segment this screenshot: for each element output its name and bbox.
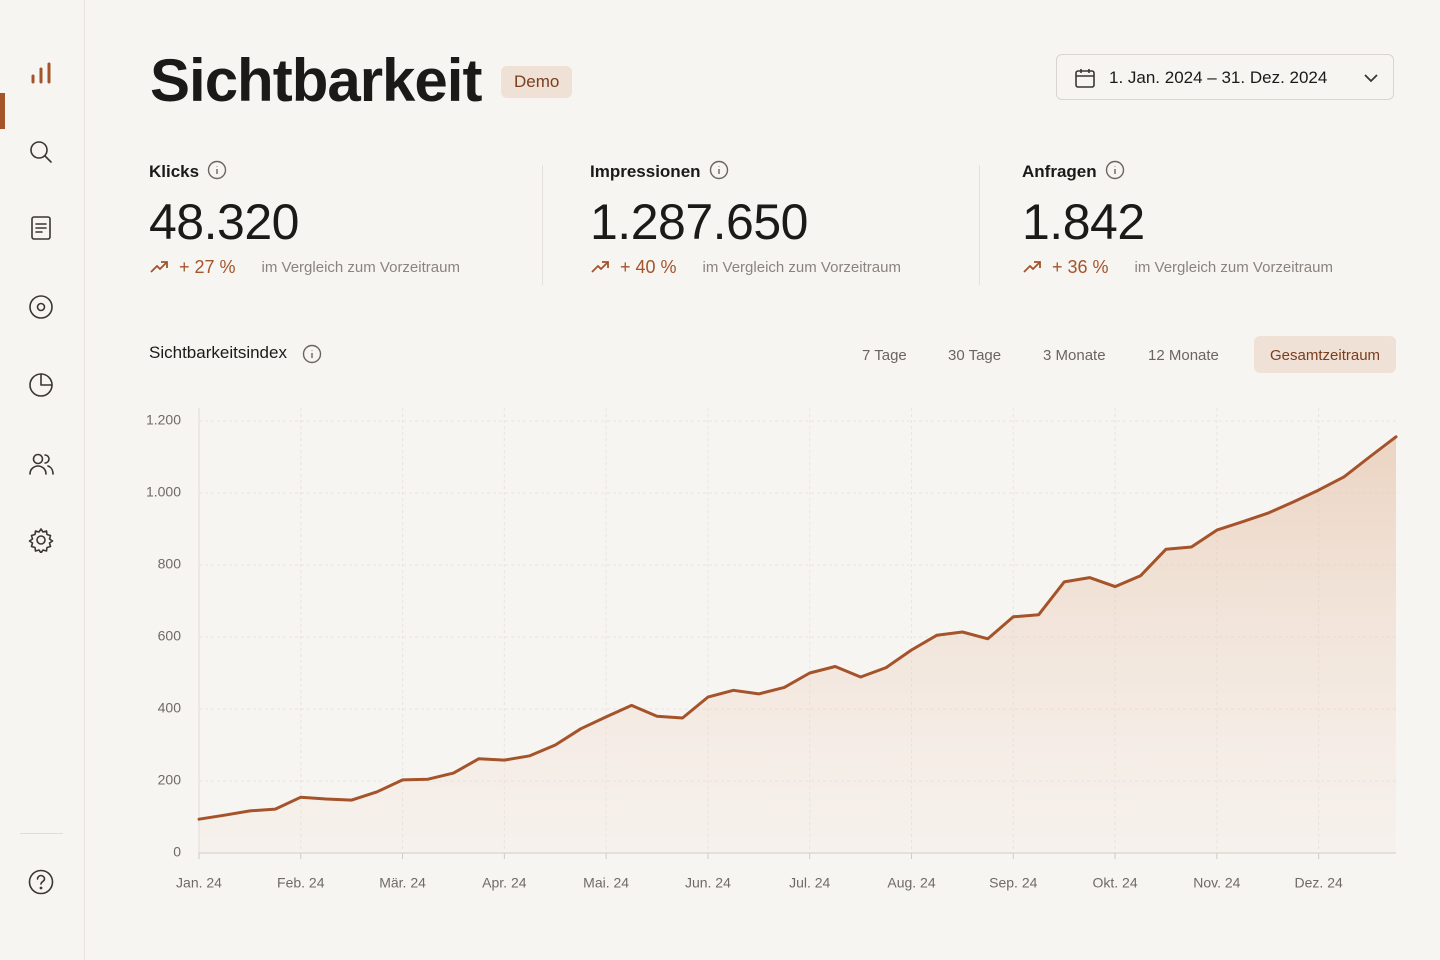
range-tab[interactable]: 30 Tage	[948, 347, 1002, 364]
x-tick-label: Mai. 24	[583, 875, 629, 891]
kpi-label: Anfragen	[1022, 161, 1097, 181]
kpi-card: Klicks 48.320 + 27 % im Vergleich zum Vorze…	[149, 160, 460, 278]
active-indicator	[0, 93, 5, 129]
kpi-separator	[979, 165, 980, 285]
date-range: 1. Jan. 2024 – 31. Dez. 2024	[1109, 68, 1328, 87]
kpi-change: + 27 %	[179, 257, 236, 277]
kpi-card: Impressionen 1.287.650 + 40 % im Vergleich …	[590, 160, 901, 278]
y-tick-label: 1.000	[146, 484, 181, 500]
nav-users[interactable]	[28, 451, 54, 477]
nav-analytics[interactable]	[28, 372, 54, 398]
trend-icon	[1022, 258, 1042, 278]
kpi-value: 1.287.650	[590, 194, 808, 250]
kpi-trend: + 36 % im Vergleich zum Vorzeitraum	[1022, 257, 1333, 278]
date-picker[interactable]: 1. Jan. 2024 – 31. Dez. 2024	[1056, 54, 1394, 100]
chart-title: Sichtbarkeitsindex	[149, 343, 322, 364]
nav-visibility[interactable]	[28, 60, 54, 86]
nav-target[interactable]	[28, 294, 54, 320]
kpi-comparison: im Vergleich zum Vorzeitraum	[702, 259, 901, 276]
kpi-label: Klicks	[149, 161, 200, 181]
nav-search[interactable]	[28, 139, 54, 165]
calendar-icon	[1075, 69, 1095, 88]
range-tab[interactable]: 12 Monate	[1148, 347, 1219, 364]
x-tick-label: Dez. 24	[1295, 875, 1343, 891]
chart-title-text: Sichtbarkeitsindex	[149, 343, 287, 362]
area-fill	[199, 436, 1396, 853]
x-tick-label: Nov. 24	[1193, 875, 1240, 891]
x-tick-label: Jan. 24	[176, 875, 222, 891]
divider	[20, 833, 63, 834]
kpi-change: + 36 %	[1052, 257, 1109, 277]
range-tab[interactable]: 7 Tage	[862, 347, 907, 364]
kpi-label: Impressionen	[590, 161, 701, 181]
sidebar	[0, 0, 85, 960]
kpi-change: + 40 %	[620, 257, 677, 277]
x-tick-label: Apr. 24	[482, 875, 527, 891]
kpi-trend: + 27 % im Vergleich zum Vorzeitraum	[149, 257, 460, 278]
kpi-card: Anfragen 1.842 + 36 % im Vergleich zum Vorz…	[1022, 160, 1333, 278]
info-icon[interactable]	[302, 344, 322, 364]
kpi-trend: + 40 % im Vergleich zum Vorzeitraum	[590, 257, 901, 278]
range-tab[interactable]: 3 Monate	[1043, 347, 1106, 364]
y-tick-label: 400	[158, 700, 182, 716]
kpi-comparison: im Vergleich zum Vorzeitraum	[261, 259, 460, 276]
kpi-separator	[542, 165, 543, 285]
y-tick-label: 600	[158, 628, 182, 644]
chevron	[1364, 74, 1378, 83]
x-tick-label: Jul. 24	[789, 875, 830, 891]
info-icon[interactable]	[207, 160, 227, 185]
y-tick-label: 200	[158, 772, 182, 788]
y-tick-label: 0	[173, 844, 181, 860]
trend-icon	[590, 258, 610, 278]
x-tick-label: Jun. 24	[685, 875, 731, 891]
info-icon[interactable]	[709, 160, 729, 185]
page-title: Sichtbarkeit	[150, 47, 482, 114]
range-tab[interactable]: Gesamtzeitraum	[1254, 336, 1397, 373]
x-tick-label: Aug. 24	[887, 875, 935, 891]
nav-settings[interactable]	[28, 527, 54, 553]
x-tick-label: Okt. 24	[1093, 875, 1138, 891]
kpi-comparison: im Vergleich zum Vorzeitraum	[1134, 259, 1333, 276]
demo-badge: Demo	[501, 66, 573, 98]
y-tick-label: 1.200	[146, 412, 181, 428]
kpi-value: 1.842	[1022, 194, 1145, 250]
x-tick-label: Sep. 24	[989, 875, 1037, 891]
nav-help[interactable]	[28, 869, 54, 895]
info-icon[interactable]	[1105, 160, 1125, 185]
kpi-value: 48.320	[149, 194, 299, 250]
nav-reports[interactable]	[28, 215, 54, 241]
trend-icon	[149, 258, 169, 278]
x-tick-label: Mär. 24	[379, 875, 426, 891]
x-tick-label: Feb. 24	[277, 875, 325, 891]
line	[197, 435, 1398, 821]
y-tick-label: 800	[158, 556, 182, 572]
